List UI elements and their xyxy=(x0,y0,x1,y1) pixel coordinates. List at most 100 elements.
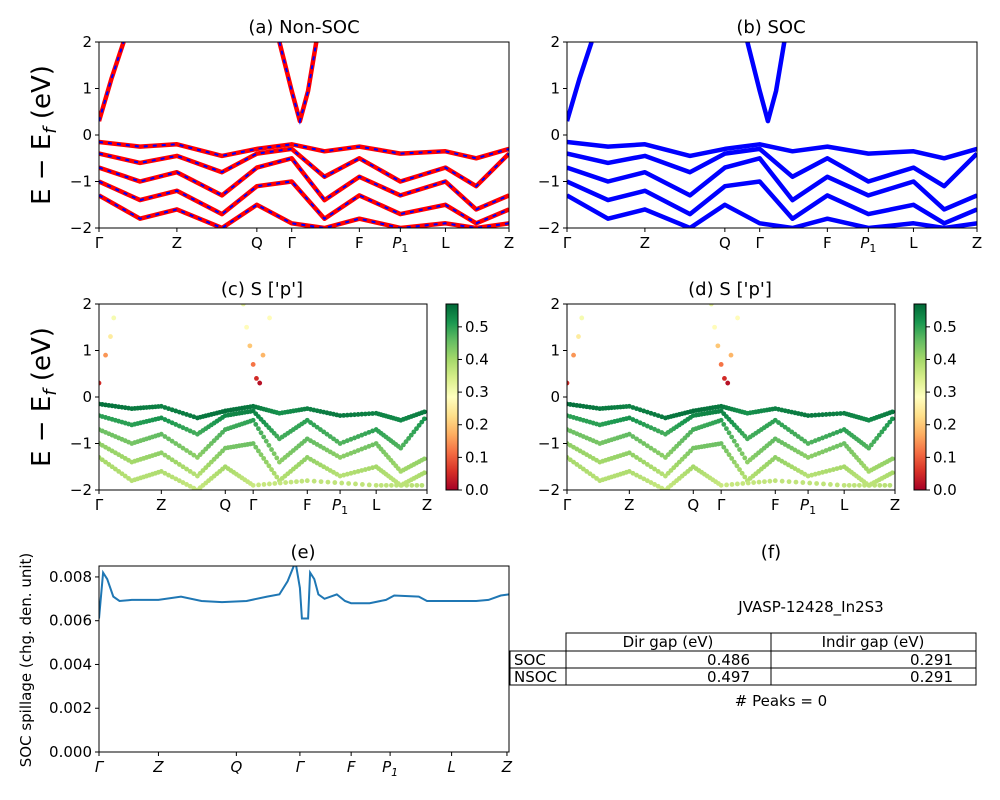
projection-point xyxy=(263,438,269,444)
projection-point xyxy=(419,419,425,425)
colorbar-tick-label: 0.4 xyxy=(933,350,957,368)
soc-band-line xyxy=(567,42,594,122)
x-tick-label: Z xyxy=(972,234,982,252)
panel-f-title: (f) xyxy=(761,542,781,563)
projection-point xyxy=(359,411,365,417)
projection-point xyxy=(637,407,643,413)
projection-point xyxy=(187,413,193,418)
projection-point xyxy=(187,483,193,489)
projection-point xyxy=(816,470,822,476)
projection-point xyxy=(882,426,887,432)
panel-e-plot: Γ Z Q Γ F P1 L Z 0.000 0.002 0.004 0.006 0.008 xyxy=(49,565,513,779)
projection-point xyxy=(398,445,404,451)
projection-point xyxy=(641,422,647,427)
projection-point xyxy=(884,422,890,428)
soc-band-line xyxy=(567,193,977,228)
projection-point xyxy=(254,376,259,381)
projection-point xyxy=(421,456,427,462)
x-tick-label: P1 xyxy=(392,234,408,255)
projection-point xyxy=(404,482,410,488)
projection-point xyxy=(655,428,661,434)
colorbar-tick-label: 0.2 xyxy=(933,416,957,434)
colorbar-tick-label: 0.3 xyxy=(465,383,489,401)
y-tick-label: 0 xyxy=(550,388,560,406)
projection-point xyxy=(173,408,179,414)
projection-point xyxy=(370,428,375,434)
projection-point xyxy=(271,451,277,457)
projection-point xyxy=(258,430,264,436)
y-tick-label: 2 xyxy=(550,33,560,51)
colorbar-tick-label: 0.1 xyxy=(933,448,957,466)
panel-a-title: (a) Non-SOC xyxy=(248,17,359,38)
projection-point xyxy=(173,476,179,482)
projection-point xyxy=(332,480,338,485)
x-tick-label: F xyxy=(823,234,832,252)
projection-point xyxy=(416,422,422,428)
y-tick-label: 1 xyxy=(82,80,92,98)
projection-point xyxy=(166,455,171,460)
projection-point xyxy=(827,411,833,417)
projection-point xyxy=(630,417,636,422)
x-tick-label: P1 xyxy=(800,496,816,517)
projection-point xyxy=(111,315,117,321)
x-tick-label: Γ xyxy=(756,234,765,252)
colorbar-tick-label: 0.0 xyxy=(465,481,489,499)
projection-point xyxy=(887,419,893,425)
projection-point xyxy=(359,432,365,438)
projection-point xyxy=(724,448,729,454)
projection-point xyxy=(637,474,643,480)
projection-point xyxy=(267,315,272,321)
projection-point xyxy=(400,442,406,448)
projection-point xyxy=(851,482,857,488)
projection-point xyxy=(809,439,815,445)
projection-point xyxy=(866,445,872,451)
projection-point xyxy=(162,434,168,439)
projection-point xyxy=(807,480,813,486)
projection-point xyxy=(889,470,895,476)
projection-point xyxy=(191,485,197,490)
projection-point xyxy=(257,380,263,386)
projection-point xyxy=(634,406,639,412)
projection-point xyxy=(809,472,815,478)
projection-point xyxy=(166,406,171,412)
projection-point xyxy=(370,442,375,448)
projection-point xyxy=(655,413,661,418)
projection-point xyxy=(872,482,878,488)
projection-point xyxy=(823,469,829,474)
projection-point xyxy=(399,482,404,488)
projection-point xyxy=(344,471,350,477)
projection-point xyxy=(352,469,357,475)
projection-point xyxy=(634,418,639,424)
projection-point xyxy=(805,473,811,479)
x-tick-label: Γ xyxy=(717,496,726,514)
y-tick-label: 0.000 xyxy=(49,743,92,761)
projection-point xyxy=(809,453,815,459)
x-tick-label: Z xyxy=(640,234,650,252)
projection-point xyxy=(644,462,650,467)
projection-point xyxy=(630,452,636,458)
projection-point xyxy=(812,438,818,444)
y-tick-label: −2 xyxy=(538,481,560,499)
projection-point xyxy=(403,439,409,445)
projection-point xyxy=(408,432,414,438)
projection-point xyxy=(169,457,175,463)
x-tick-label: Z xyxy=(172,234,182,252)
x-tick-label: P1 xyxy=(382,758,398,779)
projection-point xyxy=(359,468,365,473)
projection-point xyxy=(348,436,354,442)
panel-e-ylabel: SOC spillage (chg. den. unit) xyxy=(17,553,35,768)
projection-point xyxy=(180,464,186,470)
y-tick-label: 0 xyxy=(82,388,92,406)
projection-point xyxy=(394,482,399,488)
projection-point xyxy=(644,423,650,429)
projection-point xyxy=(779,478,785,484)
projection-point xyxy=(816,450,822,456)
gap-table-header-indir-text: Indir gap (eV) xyxy=(822,633,925,651)
projection-point xyxy=(271,470,277,476)
projection-point xyxy=(630,405,636,410)
projection-point xyxy=(648,464,654,470)
x-tick-label: Z xyxy=(152,758,164,776)
projection-point xyxy=(868,442,874,448)
projection-point xyxy=(644,409,650,415)
